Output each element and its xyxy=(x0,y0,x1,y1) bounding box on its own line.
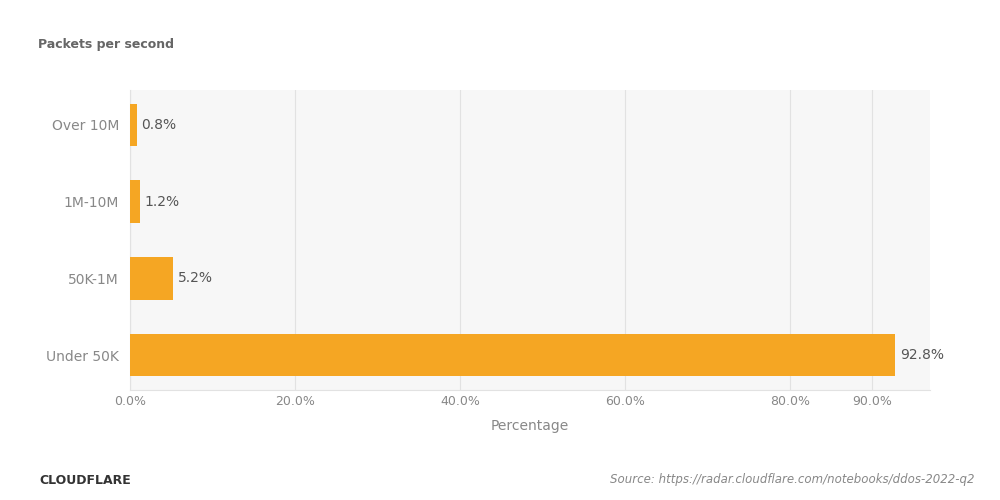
Text: Packets per second: Packets per second xyxy=(38,38,174,51)
Text: Network-Layer DDoS Attacks - Distribution by packet rate: Network-Layer DDoS Attacks - Distributio… xyxy=(35,42,737,62)
Text: 92.8%: 92.8% xyxy=(900,348,944,362)
Text: CLOUDFLARE: CLOUDFLARE xyxy=(39,474,131,486)
Text: 0.8%: 0.8% xyxy=(142,118,177,132)
Bar xyxy=(130,258,173,300)
Bar xyxy=(130,180,140,222)
X-axis label: Percentage: Percentage xyxy=(491,419,569,433)
Text: Source: https://radar.cloudflare.com/notebooks/ddos-2022-q2: Source: https://radar.cloudflare.com/not… xyxy=(610,474,975,486)
Bar xyxy=(130,104,137,146)
Bar xyxy=(130,334,895,376)
Text: 5.2%: 5.2% xyxy=(178,272,213,285)
Text: 1.2%: 1.2% xyxy=(145,194,180,208)
